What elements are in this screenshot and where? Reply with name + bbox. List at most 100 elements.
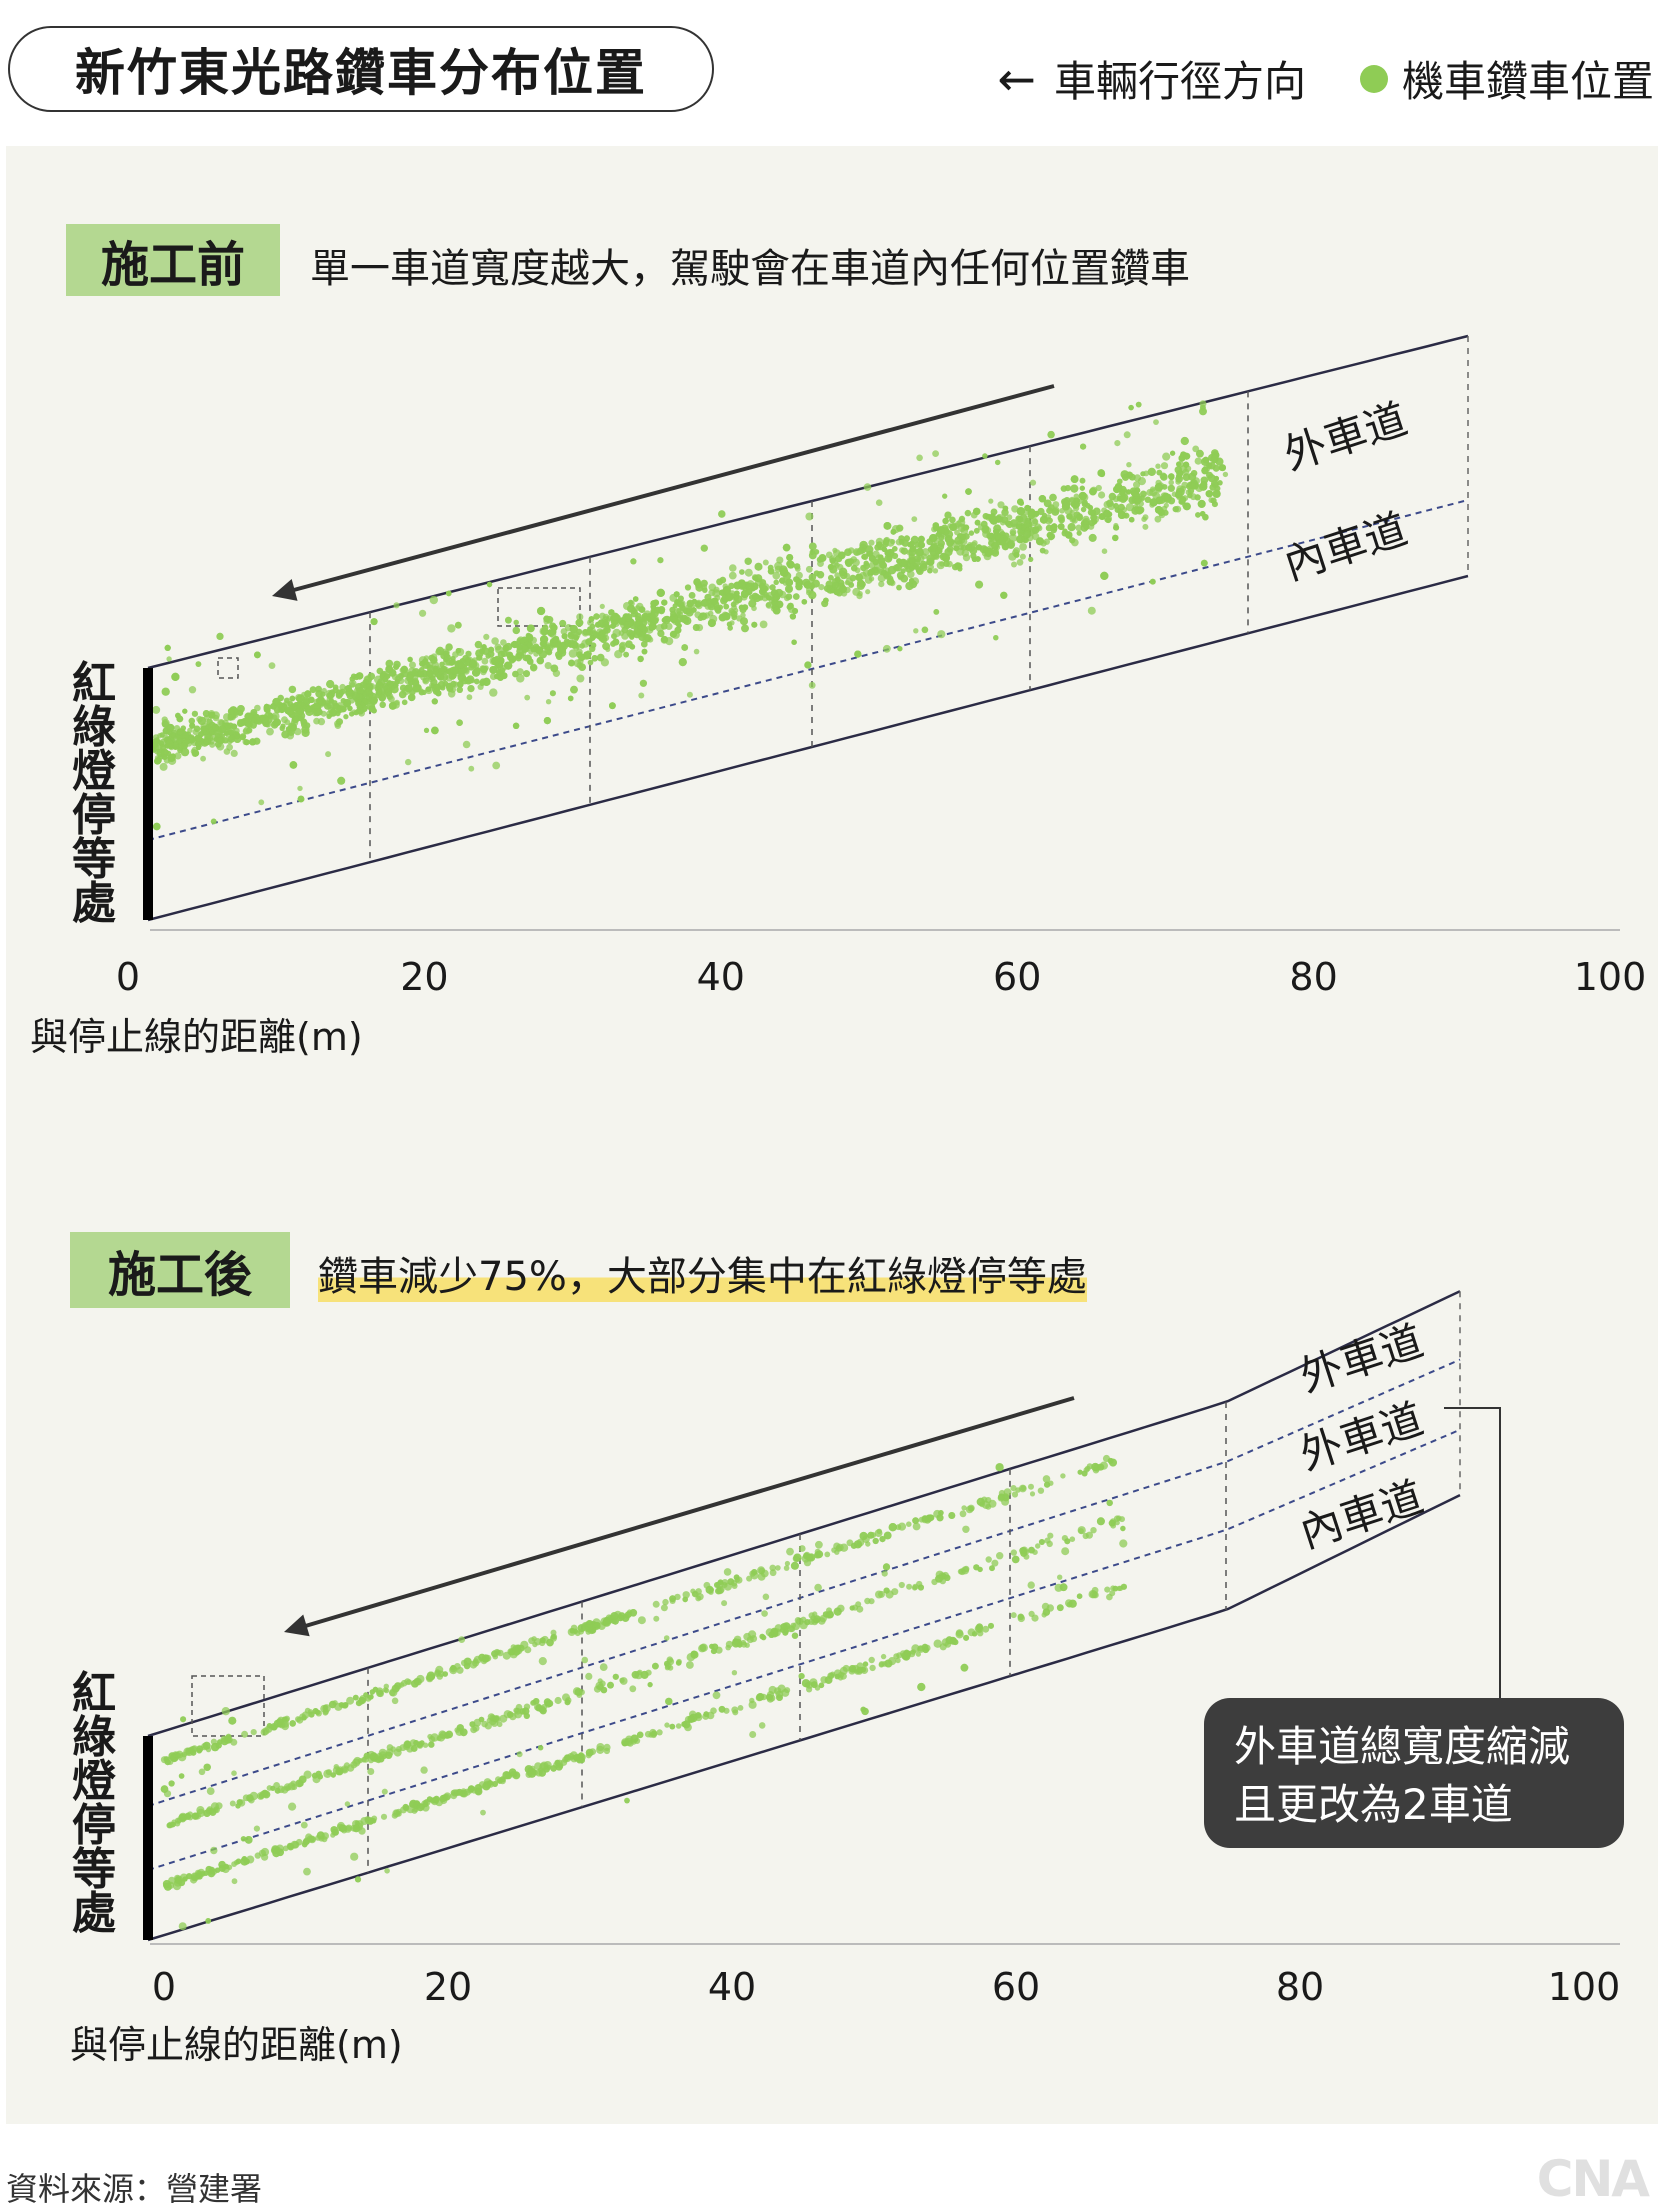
scatter-point [161, 687, 170, 696]
scatter-point [714, 605, 720, 611]
scatter-point [777, 1684, 786, 1693]
scatter-point [1133, 497, 1141, 505]
scatter-point [744, 557, 752, 565]
scatter-point [974, 519, 981, 526]
scatter-point [880, 1653, 887, 1660]
scatter-point [751, 621, 758, 628]
scatter-point [1212, 464, 1220, 472]
scatter-point [686, 601, 692, 607]
scatter-point [955, 1630, 964, 1639]
scatter-point [544, 662, 552, 670]
scatter-point [868, 1656, 875, 1664]
scatter-point [1219, 464, 1226, 472]
scatter-point [473, 678, 480, 685]
scatter-point [1038, 495, 1047, 503]
scatter-point [618, 646, 626, 653]
scatter-point [1047, 534, 1055, 541]
scatter-point [1183, 461, 1190, 468]
scatter-point [906, 1521, 912, 1527]
scatter-point [693, 578, 701, 586]
scatter-point [865, 589, 871, 595]
scatter-point [249, 738, 257, 746]
direction-arrow [289, 384, 1055, 593]
scatter-point [1128, 516, 1135, 523]
scatter-point [654, 606, 662, 614]
scatter-point [878, 581, 885, 588]
scatter-point [638, 692, 645, 699]
scatter-point [549, 690, 556, 697]
scatter-point [803, 581, 812, 589]
scatter-point [839, 570, 845, 576]
scatter-point [167, 753, 176, 762]
scatter-point [842, 1664, 850, 1672]
scatter-point [611, 612, 620, 621]
scatter-point [455, 648, 462, 654]
scatter-point [231, 1770, 237, 1776]
scatter-point [491, 656, 500, 666]
scatter-point [273, 718, 281, 726]
scatter-point [537, 606, 546, 616]
scatter-point [856, 593, 863, 600]
scatter-point [1078, 1528, 1084, 1534]
scatter-point [208, 711, 216, 719]
scatter-point [1080, 443, 1087, 450]
scatter-point [784, 1687, 791, 1694]
scatter-point [588, 616, 595, 622]
scatter-point [1137, 477, 1146, 486]
scatter-point [896, 584, 902, 591]
scatter-point [1113, 485, 1121, 494]
scatter-point [315, 708, 323, 716]
scatter-point [1117, 478, 1123, 485]
scatter-point [512, 670, 519, 678]
scatter-point [1070, 484, 1079, 493]
scatter-point [906, 1583, 913, 1590]
scatter-point [1089, 509, 1097, 516]
scatter-point [661, 635, 668, 643]
scatter-point [839, 1672, 847, 1680]
scatter-point [1196, 449, 1204, 458]
scatter-point [769, 1569, 777, 1577]
scatter-point [744, 568, 753, 577]
scatter-point [1168, 479, 1174, 486]
scatter-point [986, 532, 993, 540]
scatter-point [1089, 487, 1097, 496]
legend-direction-label: 車輛行徑方向 [1053, 57, 1306, 106]
scatter-point [512, 722, 520, 729]
scatter-point [154, 757, 161, 765]
scatter-point [602, 628, 609, 634]
scatter-point [1029, 1491, 1036, 1497]
scatter-point [1194, 494, 1201, 501]
scatter-point [758, 1567, 765, 1575]
scatter-point [866, 551, 872, 557]
scatter-point [328, 698, 334, 704]
scatter-point [196, 1806, 205, 1815]
scatter-point [793, 593, 800, 600]
scatter-point [383, 1687, 390, 1694]
scatter-point [394, 679, 400, 685]
scatter-point [1015, 523, 1022, 530]
stage-badge-before: 施工前 [66, 224, 280, 296]
scatter-point [962, 1525, 970, 1534]
scatter-point [253, 1825, 260, 1832]
scatter-point [730, 601, 737, 608]
scatter-point [964, 509, 972, 517]
scatter-point [468, 765, 475, 772]
scatter-point [851, 564, 858, 572]
scatter-point [388, 702, 397, 710]
scatter-point [1212, 489, 1221, 498]
scatter-point [829, 587, 836, 594]
legend: ← 車輛行徑方向 機車鑽車位置 [997, 48, 1654, 109]
scatter-point [611, 633, 617, 640]
scatter-point [872, 558, 879, 566]
scatter-point [483, 633, 490, 641]
scatter-point [991, 541, 999, 550]
scatter-point [1190, 470, 1198, 477]
scatter-point [380, 1813, 388, 1820]
scatter-point [1176, 461, 1182, 467]
scatter-point [1126, 462, 1132, 468]
scatter-point [772, 571, 781, 580]
scatter-point [834, 572, 841, 579]
scatter-point [913, 628, 919, 634]
scatter-point [536, 656, 544, 665]
lane-line-1 [147, 499, 1469, 841]
